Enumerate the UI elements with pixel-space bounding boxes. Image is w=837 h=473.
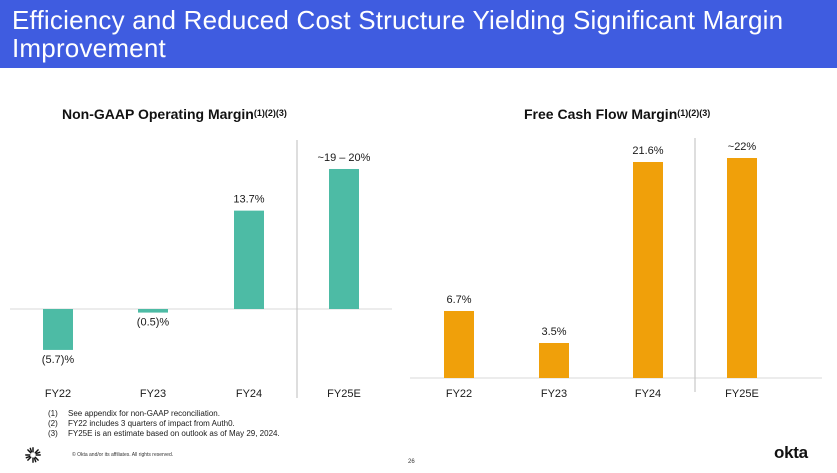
right-chart-data-label: ~22%: [728, 141, 757, 153]
footnote-number: (3): [48, 429, 58, 438]
slide-title: Efficiency and Reduced Cost Structure Yi…: [12, 5, 784, 63]
left-chart-data-label: (5.7)%: [42, 354, 75, 366]
right-chart-category-label: FY24: [635, 388, 661, 400]
footnote-number: (2): [48, 419, 58, 428]
right-chart-data-label: 3.5%: [541, 326, 566, 338]
right-chart-bar: [727, 158, 757, 378]
left-chart-category-label: FY24: [236, 388, 262, 400]
footnote-text: See appendix for non-GAAP reconciliation…: [68, 409, 220, 418]
left-chart-data-label: ~19 – 20%: [318, 152, 371, 164]
left-chart-category-label: FY22: [45, 388, 71, 400]
right-chart-bar: [633, 162, 663, 378]
slide-header: Efficiency and Reduced Cost Structure Yi…: [0, 0, 837, 68]
left-chart-category-label: FY23: [140, 388, 166, 400]
copyright-notice: © Okta and/or its affiliates. All rights…: [72, 452, 174, 458]
left-chart-title-refs: (1)(2)(3): [253, 108, 287, 118]
footnote: (1) See appendix for non-GAAP reconciliat…: [48, 409, 280, 419]
left-chart-data-label: (0.5)%: [137, 317, 170, 329]
right-chart-category-label: FY25E: [725, 388, 759, 400]
left-chart-data-label: 13.7%: [233, 194, 264, 206]
footnote-number: (1): [48, 409, 58, 418]
left-chart-bar: [329, 168, 359, 309]
footnote: (2) FY22 includes 3 quarters of impact fr…: [48, 419, 280, 429]
left-chart-bar: [234, 210, 264, 309]
right-chart-category-label: FY23: [541, 388, 567, 400]
right-chart-data-label: 21.6%: [632, 145, 663, 157]
left-chart-title: Non-GAAP Operating Margin(1)(2)(3): [62, 106, 287, 122]
right-chart-bar: [444, 311, 474, 378]
right-chart-title: Free Cash Flow Margin(1)(2)(3): [524, 106, 710, 122]
page-number: 26: [408, 459, 415, 465]
left-chart-bar: [138, 309, 168, 313]
footnote-text: FY22 includes 3 quarters of impact from …: [68, 419, 235, 428]
right-chart-category-label: FY22: [446, 388, 472, 400]
right-chart-data-label: 6.7%: [446, 294, 471, 306]
left-chart-title-text: Non-GAAP Operating Margin: [62, 106, 254, 122]
footnote-text: FY25E is an estimate based on outlook as…: [68, 429, 280, 438]
right-chart-bar: [539, 343, 569, 378]
footnote: (3) FY25E is an estimate based on outlook…: [48, 429, 280, 439]
footnotes: (1) See appendix for non-GAAP reconciliat…: [48, 409, 280, 439]
left-chart-category-label: FY25E: [327, 388, 361, 400]
brand-logo-text: okta: [774, 443, 808, 462]
right-chart-title-text: Free Cash Flow Margin: [524, 106, 678, 122]
right-chart-title-refs: (1)(2)(3): [677, 108, 711, 118]
left-chart-bar: [43, 309, 73, 350]
okta-burst-icon: [25, 447, 41, 463]
